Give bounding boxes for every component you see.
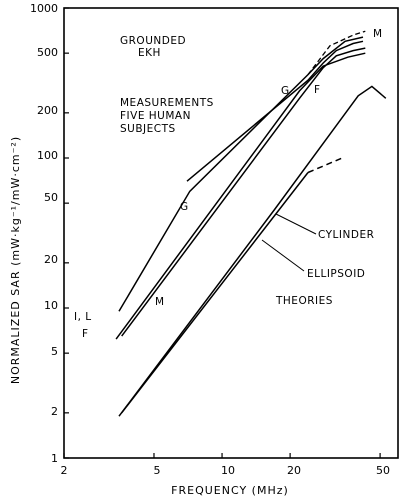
annotation-measurements-line1: MEASUREMENTS xyxy=(120,97,214,109)
series-label-M-upper: M xyxy=(373,28,383,40)
ellipsoid-leader-line xyxy=(261,239,305,272)
x-axis-label: FREQUENCY (MHz) xyxy=(171,484,289,497)
series-line-cylinder xyxy=(118,85,387,417)
series-label-G-upper: G xyxy=(281,85,290,97)
series-line-f xyxy=(115,52,366,340)
series-line-i-l xyxy=(118,36,364,312)
series-label-IL: I, L xyxy=(74,311,92,323)
y-tick-label-10: 10 xyxy=(44,299,58,312)
annotation-grounded-line2: EKH xyxy=(138,47,161,59)
y-tick-label-2: 2 xyxy=(51,405,58,418)
annotation-measurements-line2: FIVE HUMAN xyxy=(120,110,191,122)
annotation-ellipsoid: ELLIPSOID xyxy=(307,268,365,280)
series-label-G-lower: G xyxy=(180,201,189,213)
annotation-grounded-line1: GROUNDED xyxy=(120,35,186,47)
y-tick-label-500: 500 xyxy=(37,46,58,59)
cylinder-leader-line xyxy=(275,213,317,235)
series-lines xyxy=(115,30,387,417)
measurement-envelope-dashed xyxy=(307,30,366,75)
y-axis-label: NORMALIZED SAR (mW·kg⁻¹/mW·cm⁻²) xyxy=(9,136,22,384)
series-label-F-lower: F xyxy=(82,328,89,340)
tick-marks xyxy=(63,7,381,459)
y-tick-label-50: 50 xyxy=(44,191,58,204)
series-line-ellipsoid xyxy=(121,172,309,414)
plot-frame xyxy=(63,7,399,459)
series-label-F-upper: F xyxy=(314,84,321,96)
x-tick-label-5: 5 xyxy=(154,464,161,477)
y-tick-label-1000: 1000 xyxy=(30,2,58,15)
x-tick-label-20: 20 xyxy=(287,464,301,477)
annotation-cylinder: CYLINDER xyxy=(318,229,374,241)
series-line-m xyxy=(121,47,366,337)
series-line-ellipsoid-extension xyxy=(307,157,343,174)
x-tick-label-2: 2 xyxy=(61,464,68,477)
y-tick-label-5: 5 xyxy=(51,345,58,358)
x-tick-label-10: 10 xyxy=(221,464,235,477)
y-tick-label-1: 1 xyxy=(51,452,58,465)
y-tick-label-100: 100 xyxy=(37,149,58,162)
annotation-measurements-line3: SUBJECTS xyxy=(120,123,176,135)
y-tick-label-200: 200 xyxy=(37,104,58,117)
series-label-M-lower: M xyxy=(155,296,165,308)
annotation-theories: THEORIES xyxy=(275,295,333,307)
x-tick-label-50: 50 xyxy=(376,464,390,477)
series-line-g xyxy=(186,40,364,182)
y-tick-label-20: 20 xyxy=(44,253,58,266)
